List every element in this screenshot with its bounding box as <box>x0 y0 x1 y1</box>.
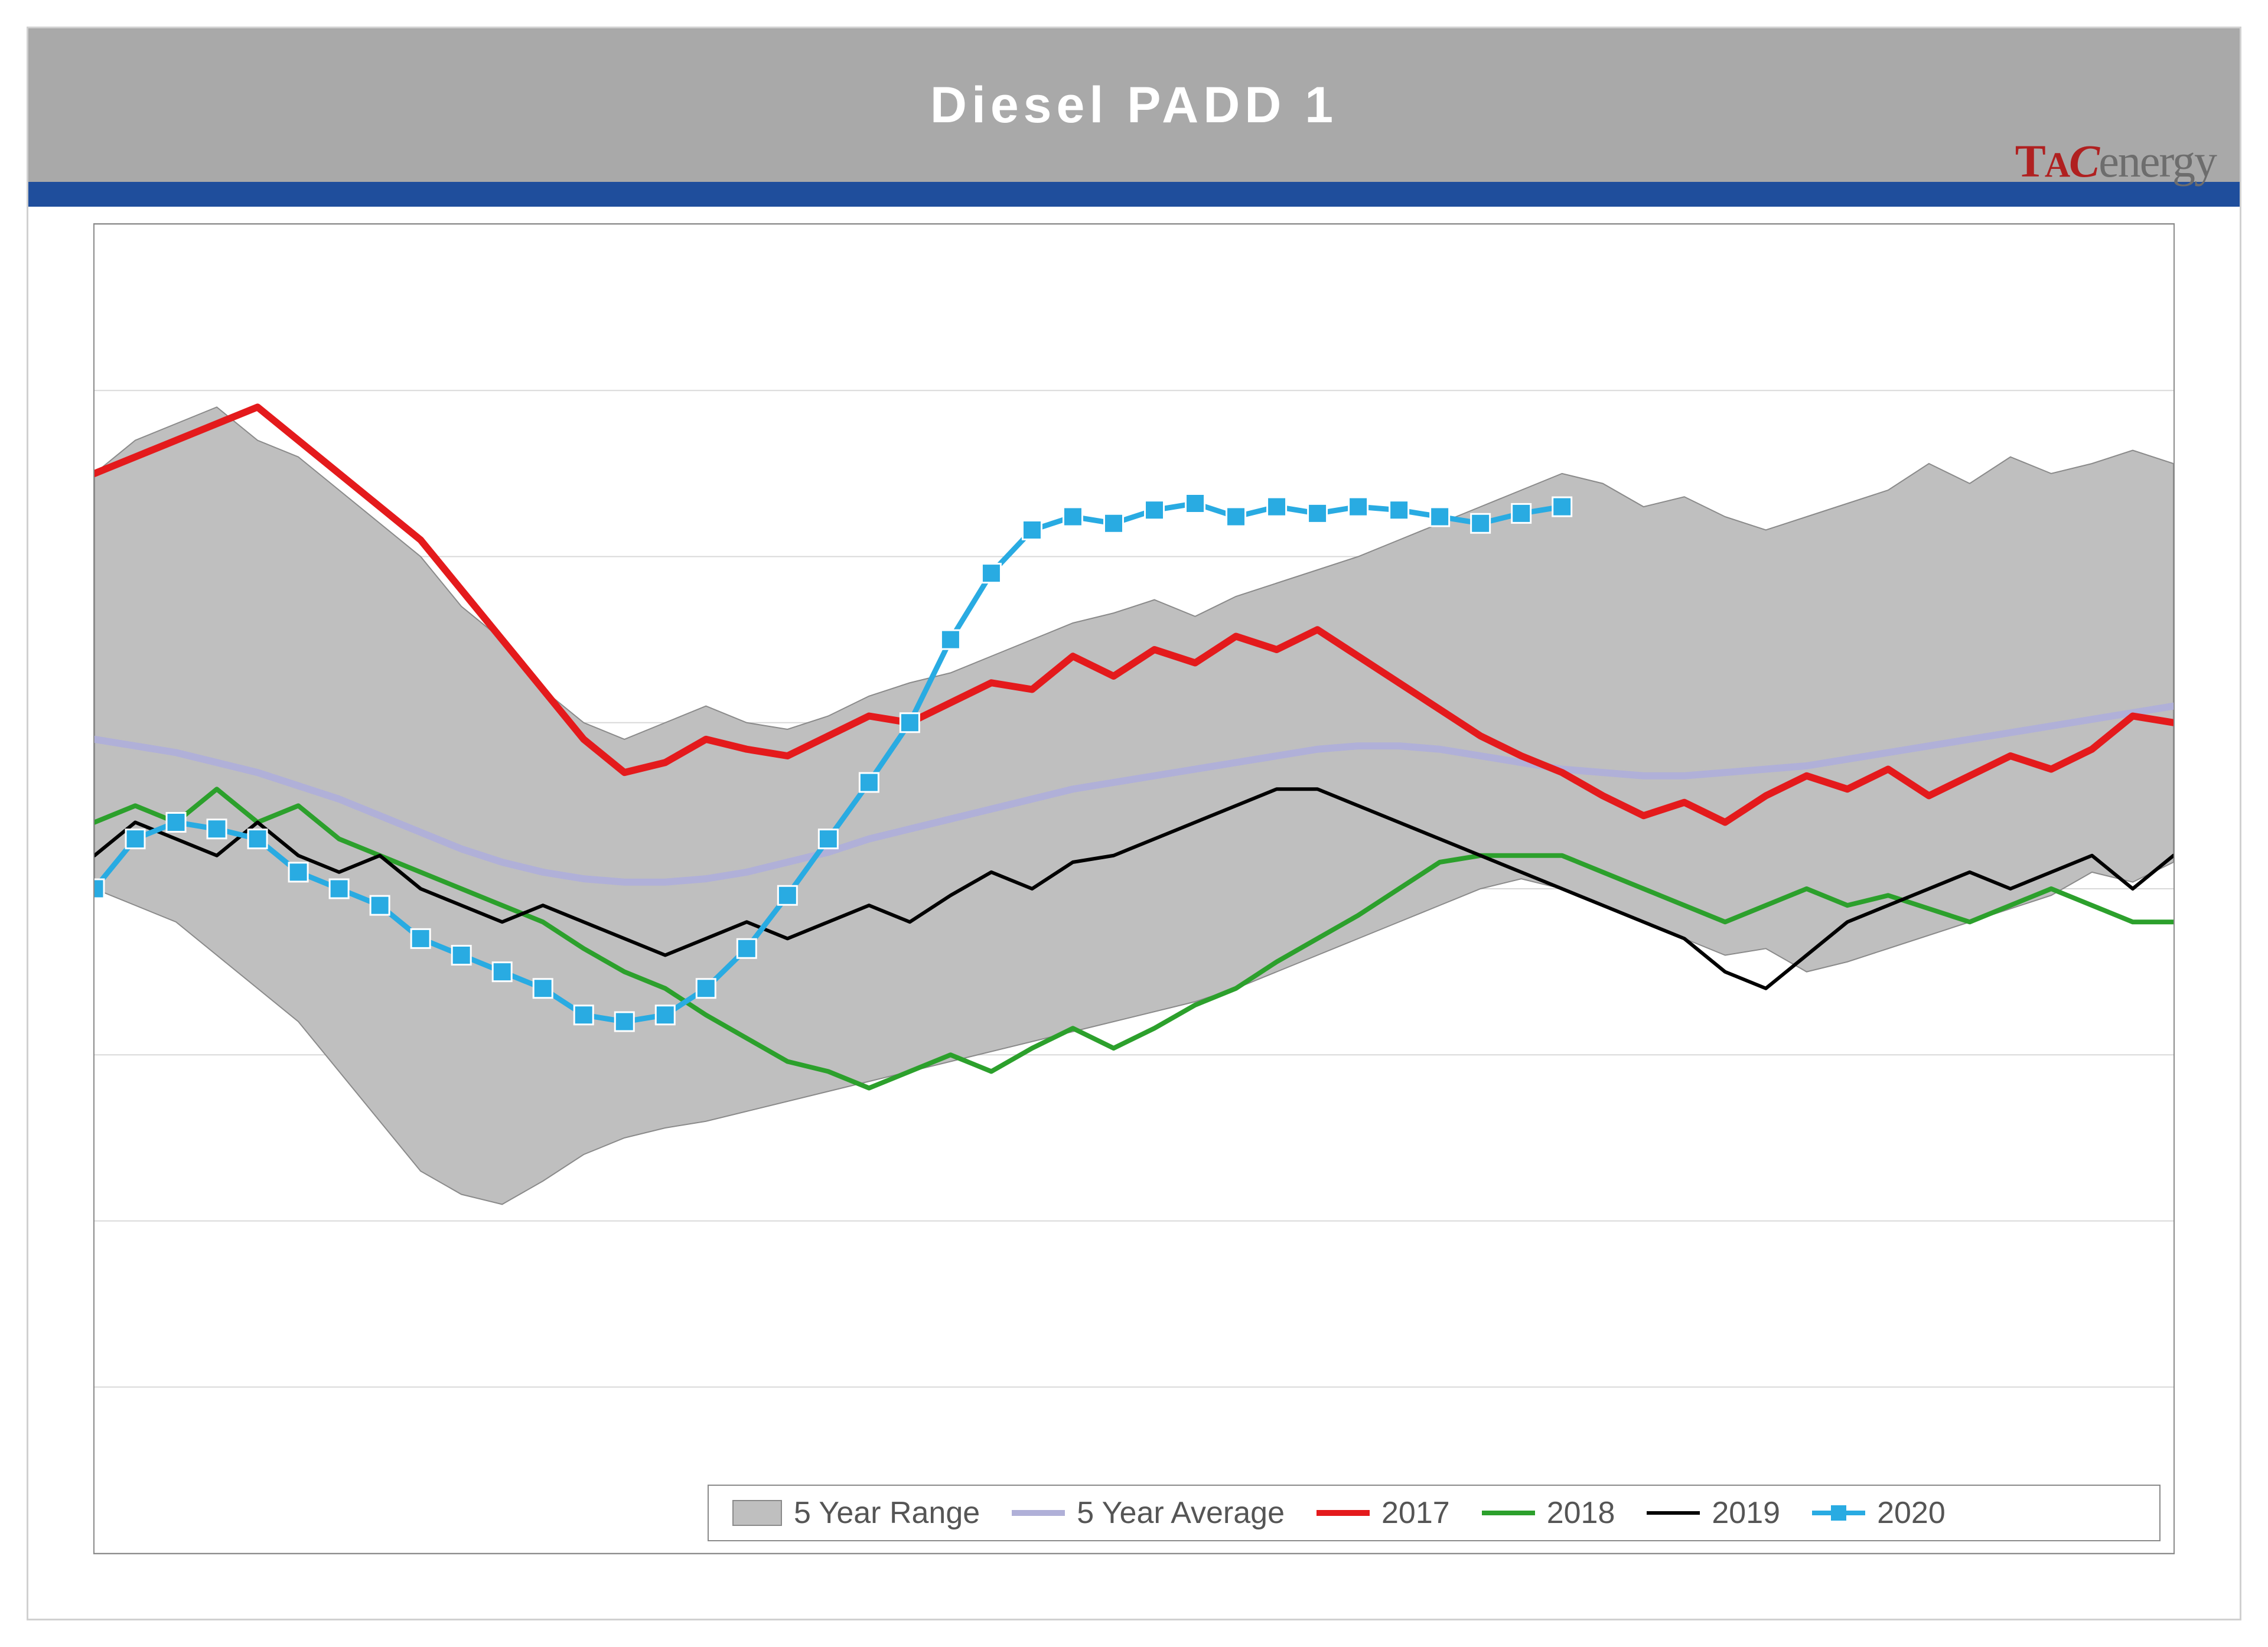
legend-label-2017: 2017 <box>1381 1495 1450 1531</box>
legend-item-2018: 2018 <box>1482 1495 1615 1531</box>
legend-swatch-2019 <box>1647 1511 1700 1515</box>
legend-label-2019: 2019 <box>1712 1495 1780 1531</box>
accent-strip <box>28 182 2240 207</box>
legend-swatch-2017 <box>1317 1510 1370 1516</box>
brand-logo-grey: energy <box>2098 135 2216 187</box>
legend-item-2017: 2017 <box>1317 1495 1450 1531</box>
legend-item-2019: 2019 <box>1647 1495 1780 1531</box>
brand-logo: TACenergy <box>2015 135 2216 188</box>
legend-swatch-2018 <box>1482 1511 1535 1515</box>
title-bar: Diesel PADD 1 <box>28 28 2240 182</box>
legend-swatch-range <box>732 1500 782 1526</box>
plot-area <box>93 223 2175 1554</box>
legend-label-range: 5 Year Range <box>794 1495 980 1531</box>
legend-swatch-2020 <box>1812 1505 1865 1521</box>
legend-swatch-avg <box>1012 1510 1065 1516</box>
legend-item-range: 5 Year Range <box>732 1495 980 1531</box>
legend-item-2020: 2020 <box>1812 1495 1946 1531</box>
plot-svg <box>94 224 2174 1553</box>
chart-title: Diesel PADD 1 <box>930 76 1338 135</box>
legend-item-avg: 5 Year Average <box>1012 1495 1285 1531</box>
legend-label-2018: 2018 <box>1547 1495 1615 1531</box>
chart-frame: Diesel PADD 1 TACenergy 5 Year Range 5 Y… <box>28 28 2240 1619</box>
legend-label-2020: 2020 <box>1877 1495 1946 1531</box>
legend: 5 Year Range 5 Year Average 2017 2018 20… <box>708 1485 2161 1541</box>
legend-label-avg: 5 Year Average <box>1077 1495 1285 1531</box>
